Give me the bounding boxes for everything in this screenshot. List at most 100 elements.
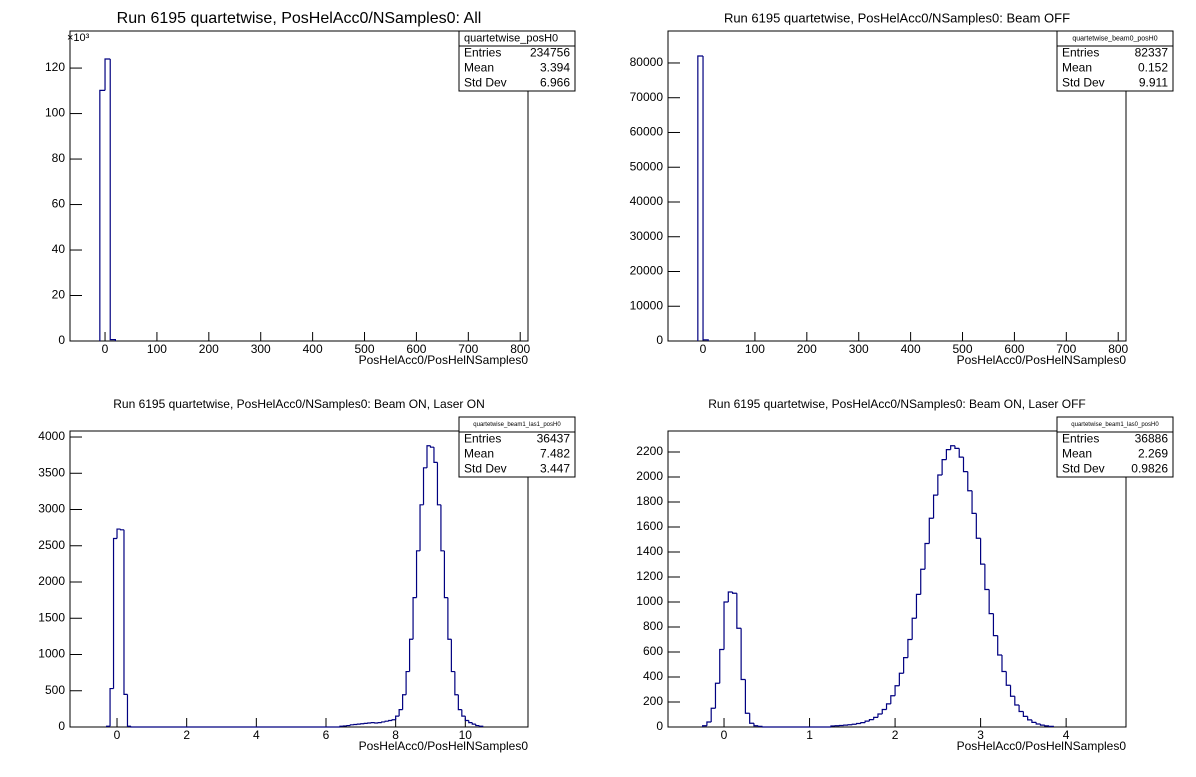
y-tick-label: 1500 <box>38 610 65 624</box>
y-tick-label: 20 <box>52 288 66 302</box>
stats-label: Mean <box>1062 447 1092 461</box>
chart-title: Run 6195 quartetwise, PosHelAcc0/NSample… <box>724 10 1070 25</box>
histogram-bin <box>720 650 724 684</box>
stats-label: Std Dev <box>464 76 507 90</box>
stats-label: Mean <box>464 447 494 461</box>
histogram-bin <box>1015 696 1019 705</box>
histogram-bin <box>754 723 758 726</box>
y-tick-label: 0 <box>656 333 663 347</box>
histogram-bin <box>403 695 406 710</box>
histogram-bin <box>396 716 399 720</box>
histogram-bin <box>472 723 475 724</box>
x-tick-label: 0 <box>721 728 728 742</box>
histogram-bin <box>946 450 950 460</box>
chart-title: Run 6195 quartetwise, PosHelAcc0/NSample… <box>113 397 485 411</box>
histogram-bin <box>857 724 861 725</box>
x-tick-label: 200 <box>797 342 817 356</box>
chart-title: Run 6195 quartetwise, PosHelAcc0/NSample… <box>117 10 482 27</box>
histogram-bin <box>465 716 468 720</box>
stats-value: 3.394 <box>540 61 570 75</box>
y-tick-label: 60000 <box>630 125 664 139</box>
histogram-bin <box>728 592 732 602</box>
x-tick-label: 6 <box>323 728 330 742</box>
histogram-bin <box>715 683 719 708</box>
y-exponent: ×10³ <box>67 32 90 44</box>
y-tick-label: 2000 <box>38 574 65 588</box>
histogram-bin <box>117 529 120 538</box>
y-tick-label: 30000 <box>630 229 664 243</box>
histogram-bin <box>448 598 451 640</box>
histogram-bin <box>861 723 865 724</box>
y-tick-label: 2500 <box>38 538 65 552</box>
histogram-bin <box>1011 685 1015 696</box>
histogram-bin <box>437 462 440 504</box>
histogram-bin <box>959 448 963 457</box>
histogram-bin <box>955 446 959 449</box>
histogram-bin <box>389 720 392 721</box>
y-tick-label: 1600 <box>636 519 663 533</box>
histogram-bin <box>441 505 444 551</box>
stats-value: 9.911 <box>1139 76 1168 90</box>
histogram-bin <box>417 551 420 598</box>
histogram-bin <box>1032 720 1036 723</box>
stats-label: Std Dev <box>464 462 507 476</box>
x-tick-label: 0 <box>102 342 109 356</box>
histogram-bin <box>399 710 402 717</box>
histogram-bin <box>916 594 920 618</box>
histogram-bin <box>904 658 908 674</box>
histogram-bin <box>392 720 395 721</box>
histogram-bin <box>758 726 762 727</box>
histogram-bin <box>479 726 482 727</box>
histogram-bin <box>1045 725 1049 726</box>
histogram-bin <box>869 720 873 722</box>
y-tick-label: 1200 <box>636 569 663 583</box>
histogram-bin <box>963 457 967 472</box>
stats-value: 0.9826 <box>1131 462 1168 476</box>
histogram-bin <box>921 569 925 594</box>
y-tick-label: 400 <box>643 669 663 683</box>
histogram-bin <box>874 717 878 719</box>
stats-title: quartetwise_beam1_las0_posH0 <box>1071 422 1159 428</box>
y-tick-label: 0 <box>656 719 663 733</box>
stats-label: Entries <box>464 432 501 446</box>
x-tick-label: 1 <box>806 728 813 742</box>
y-tick-label: 1400 <box>636 544 663 558</box>
y-tick-label: 10000 <box>630 298 664 312</box>
stats-label: Std Dev <box>1062 76 1105 90</box>
histogram-bin <box>741 628 745 679</box>
histogram-bin <box>724 602 728 650</box>
histogram-bin <box>737 593 741 628</box>
histogram-bin <box>1040 724 1044 725</box>
y-tick-label: 40 <box>52 242 66 256</box>
histogram-bin <box>698 56 703 341</box>
y-tick-label: 70000 <box>630 90 664 104</box>
histogram-bin <box>114 539 117 689</box>
histogram-bin <box>891 696 895 704</box>
histogram-bin <box>458 695 461 710</box>
stats-value: 36437 <box>537 432 571 446</box>
y-tick-label: 120 <box>45 60 65 74</box>
x-tick-label: 100 <box>147 342 167 356</box>
stats-value: 7.482 <box>540 447 570 461</box>
y-tick-label: 3500 <box>38 465 65 479</box>
histogram-bin <box>100 90 105 341</box>
stats-title: quartetwise_posH0 <box>464 32 558 44</box>
histogram-bin <box>942 460 946 475</box>
histogram-bin <box>925 544 929 570</box>
y-tick-label: 3000 <box>38 502 65 516</box>
y-tick-label: 0 <box>58 719 65 733</box>
y-tick-label: 1000 <box>38 647 65 661</box>
histogram-bin <box>972 491 976 514</box>
stats-label: Mean <box>464 61 494 75</box>
y-tick-label: 100 <box>45 106 65 120</box>
histogram-bin <box>1006 672 1010 686</box>
stats-value: 0.152 <box>1138 61 1168 75</box>
histogram-bin <box>469 720 472 722</box>
x-tick-label: 4 <box>253 728 260 742</box>
histogram-bin <box>434 447 437 462</box>
stats-value: 36886 <box>1135 432 1169 446</box>
histogram-bin <box>989 590 993 614</box>
histogram-bin <box>462 710 465 717</box>
